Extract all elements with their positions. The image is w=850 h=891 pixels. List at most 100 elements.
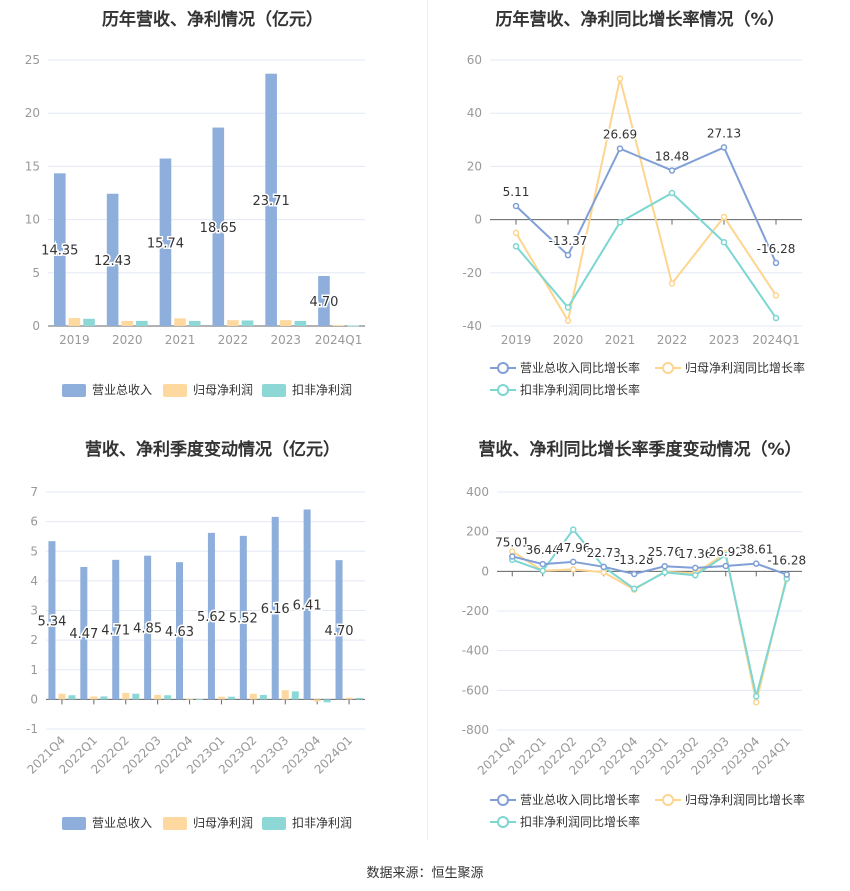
bar-revenue: [212, 127, 225, 327]
x-tick-label: 2023: [709, 333, 740, 347]
y-tick-label: 0: [32, 319, 40, 333]
bar-net-profit: [90, 696, 98, 700]
y-tick-label: 4: [30, 574, 38, 588]
bar-net-profit: [121, 320, 134, 326]
legend-marker: [497, 362, 509, 374]
bar-revenue: [53, 173, 66, 326]
data-point: [692, 572, 699, 579]
legend-label: 营业总收入同比增长率: [520, 360, 640, 375]
legend-label: 归母净利润: [193, 383, 253, 397]
y-tick-label: 3: [30, 604, 38, 618]
legend-marker: [662, 362, 674, 374]
legend-label: 扣非净利润同比增长率: [520, 382, 640, 397]
chart-title-annual-growth: 历年营收、净利同比增长率情况（%）: [495, 10, 785, 30]
data-point: [564, 317, 572, 324]
legend-item: 营业总收入同比增长率: [490, 360, 640, 375]
line-data-label: 18.48: [655, 149, 689, 163]
series-line: [511, 528, 788, 697]
y-tick-label: -200: [462, 604, 489, 618]
line-data-label: 26.69: [603, 128, 637, 142]
y-tick-label: 5: [32, 266, 40, 280]
line-data-label: 36.44: [526, 543, 560, 557]
bar-deducted-profit: [355, 697, 363, 700]
data-point: [616, 219, 624, 226]
data-point: [631, 585, 638, 593]
data-source-footer: 数据来源：恒生聚源: [366, 866, 484, 881]
chart-4: -800-600-400-20002004002021Q42022Q12022Q…: [462, 485, 808, 829]
bar-data-label: 4.70: [309, 295, 338, 310]
y-tick-label: 1: [30, 663, 38, 677]
chart-2: -40 -20 0 20 40 60 2019 2020 2021 2022 2023 2024Q1 5…: [462, 53, 805, 397]
bar-revenue: [303, 509, 311, 700]
bar-revenue: [80, 566, 88, 700]
bar-deducted-profit: [132, 693, 140, 700]
bar-data-label: 6.16: [261, 602, 290, 617]
x-tick-label: 2023: [270, 333, 301, 347]
data-point: [720, 144, 728, 151]
bar-revenue: [318, 275, 330, 326]
x-tick-label: 2020: [553, 333, 584, 347]
legend-swatch: [62, 384, 86, 397]
data-point: [722, 551, 729, 559]
y-tick-label: -600: [462, 683, 489, 697]
x-tick-label: 2024Q1: [315, 333, 363, 347]
bar-data-label: 4.63: [165, 625, 194, 640]
y-tick-label: 60: [467, 53, 482, 67]
bar-deducted-profit: [188, 320, 201, 326]
chart-1: 0 5 10 15 20 25 2019 2020 2021 2022 2023 2024Q1 14.3…: [25, 53, 365, 397]
series-line: [512, 555, 788, 576]
line-data-label: 17.36: [678, 547, 712, 561]
y-tick-label: 2: [30, 633, 38, 647]
legend-swatch: [62, 817, 86, 830]
y-tick-label: -400: [462, 644, 489, 658]
y-tick-label: 6: [30, 515, 38, 529]
y-tick-label: 200: [466, 525, 489, 539]
bar-revenue: [176, 562, 184, 700]
bar-net-profit: [227, 320, 239, 326]
bar-data-label: 12.43: [94, 254, 131, 269]
bar-deducted-profit: [100, 696, 108, 700]
bar-revenue: [207, 532, 215, 700]
data-point: [512, 202, 520, 210]
y-tick-label: -1: [26, 722, 38, 736]
y-tick-label: 5: [30, 544, 38, 558]
bar-revenue: [106, 193, 119, 326]
bar-net-profit: [174, 318, 186, 326]
series-line: [515, 146, 777, 264]
bar-revenue: [159, 158, 172, 326]
x-tick-label: 2022: [218, 333, 249, 347]
data-point: [720, 213, 728, 221]
line-data-label: -16.28: [757, 242, 796, 256]
bar-net-profit: [186, 698, 194, 700]
legend-swatch: [163, 384, 187, 397]
bar-net-profit: [313, 699, 321, 702]
data-point: [570, 558, 577, 566]
legend-item: 扣非净利润: [262, 383, 352, 397]
bar-deducted-profit: [294, 320, 307, 326]
legend-item: 归母净利润: [163, 816, 253, 830]
data-point: [772, 314, 780, 322]
data-point: [661, 569, 668, 576]
data-point: [512, 242, 520, 250]
series-line: [511, 550, 788, 703]
chart-title-quarterly-revenue-profit: 营收、净利季度变动情况（亿元）: [85, 440, 340, 460]
y-tick-label: 400: [466, 485, 489, 499]
data-point: [570, 526, 577, 533]
data-point: [570, 566, 577, 573]
data-point: [616, 75, 624, 82]
legend-item: 营业总收入同比增长率: [490, 792, 640, 807]
legend-marker: [662, 794, 674, 806]
bar-revenue: [335, 560, 343, 700]
bar-deducted-profit: [164, 695, 172, 700]
bar-deducted-profit: [68, 695, 76, 700]
line-data-label: 75.01: [495, 535, 529, 549]
x-tick-label: 2022: [657, 333, 688, 347]
bar-revenue: [112, 559, 120, 700]
data-point: [564, 251, 572, 259]
data-point: [783, 571, 790, 578]
data-point: [668, 167, 676, 174]
data-point: [753, 698, 760, 706]
legend-swatch: [262, 384, 286, 397]
bar-data-label: 5.62: [197, 610, 226, 625]
line-data-label: -13.28: [615, 553, 654, 567]
